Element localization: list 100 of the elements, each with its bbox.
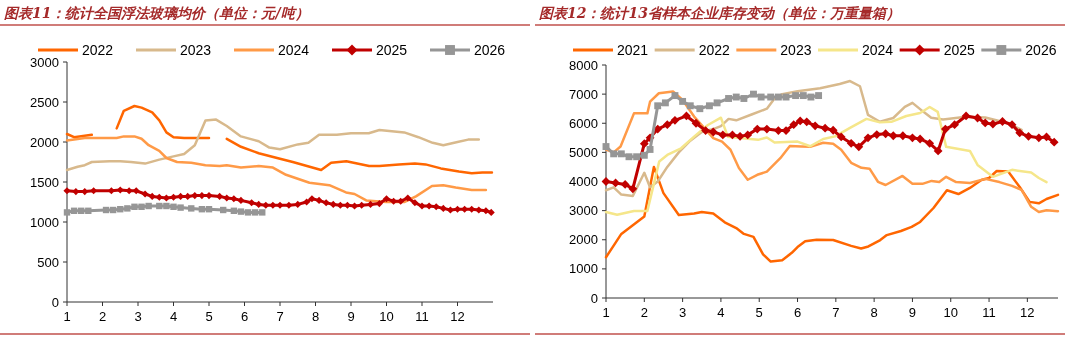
point: [750, 90, 757, 98]
point: [820, 123, 830, 133]
point: [915, 134, 925, 144]
y-tick-label: 6000: [569, 115, 598, 131]
point: [1024, 131, 1033, 141]
point: [404, 194, 412, 202]
point: [375, 200, 383, 208]
point: [145, 202, 152, 210]
legend-label: 2022: [698, 41, 731, 58]
point: [713, 99, 721, 107]
x-tick-label: 5: [205, 309, 213, 324]
y-tick-label: 1000: [30, 214, 59, 230]
point: [124, 205, 131, 212]
y-tick-label: 2000: [569, 232, 598, 248]
line-series: [604, 165, 1060, 263]
x-tick-label: 2: [98, 309, 107, 324]
point: [815, 92, 823, 100]
point: [216, 192, 224, 200]
point: [1015, 128, 1025, 138]
x-tick-label: 3: [134, 309, 142, 324]
point: [950, 120, 959, 130]
point: [696, 105, 704, 113]
x-tick-label: 7: [832, 305, 840, 320]
point: [132, 187, 140, 195]
point: [795, 116, 805, 126]
point: [107, 187, 115, 195]
line-series: [604, 105, 1048, 216]
point: [846, 138, 856, 148]
point: [620, 180, 630, 189]
point: [639, 139, 649, 149]
legend-label: 2023: [180, 41, 212, 58]
point: [397, 197, 405, 205]
point: [163, 202, 170, 210]
point: [259, 209, 266, 216]
y-tick-label: 3000: [569, 203, 598, 219]
point: [691, 118, 701, 128]
point: [863, 133, 873, 143]
y-tick-label: 7000: [569, 86, 598, 102]
point: [640, 151, 648, 159]
x-tick-label: 1: [63, 309, 71, 324]
point: [662, 120, 672, 130]
legend-label: 2022: [82, 41, 114, 58]
legend-label: 2021: [617, 41, 649, 58]
point: [854, 142, 864, 152]
point: [679, 97, 687, 105]
point: [988, 119, 998, 129]
legend-label: 2026: [1025, 41, 1057, 58]
point: [303, 198, 311, 206]
point: [177, 204, 184, 211]
y-tick-label: 0: [51, 294, 59, 310]
point: [251, 209, 259, 216]
point: [670, 115, 680, 125]
point: [237, 208, 245, 215]
point: [933, 146, 943, 156]
point: [898, 131, 908, 141]
point: [881, 129, 891, 139]
point: [789, 120, 799, 130]
point: [170, 203, 177, 210]
point: [961, 111, 971, 121]
point: [654, 102, 662, 110]
line-series: [604, 90, 1060, 214]
point: [482, 207, 490, 215]
point: [740, 95, 748, 102]
point: [285, 201, 293, 209]
legend-label: 2026: [474, 41, 506, 58]
point: [439, 204, 447, 212]
point: [411, 199, 419, 207]
x-tick-label: 5: [755, 305, 763, 320]
x-tick-label: 12: [450, 309, 465, 324]
point: [980, 118, 990, 128]
point: [81, 188, 89, 196]
point: [230, 195, 238, 203]
point: [269, 201, 277, 209]
y-tick-label: 2500: [30, 94, 59, 110]
point: [294, 200, 302, 208]
point: [633, 153, 641, 161]
point: [329, 200, 337, 208]
y-tick-label: 5000: [569, 144, 598, 160]
y-tick-label: 1000: [569, 261, 598, 277]
point: [358, 201, 366, 209]
y-tick-label: 3000: [30, 54, 59, 70]
point: [799, 92, 807, 100]
point: [262, 201, 270, 209]
point: [63, 187, 71, 195]
point: [188, 205, 195, 212]
point: [1049, 137, 1059, 147]
point: [425, 202, 433, 210]
point: [418, 202, 426, 210]
x-tick-label: 10: [943, 305, 958, 320]
point: [725, 95, 733, 102]
point: [773, 126, 783, 135]
point: [705, 102, 713, 110]
point: [90, 187, 98, 195]
point: [611, 178, 620, 188]
point: [998, 117, 1007, 126]
x-tick-label: 3: [678, 305, 687, 320]
x-tick-label: 8: [870, 305, 878, 320]
point: [315, 196, 323, 204]
point: [628, 184, 638, 194]
chart-title: 图表12：统计13省样本企业库存变动（单位：万重量箱）: [539, 5, 900, 21]
